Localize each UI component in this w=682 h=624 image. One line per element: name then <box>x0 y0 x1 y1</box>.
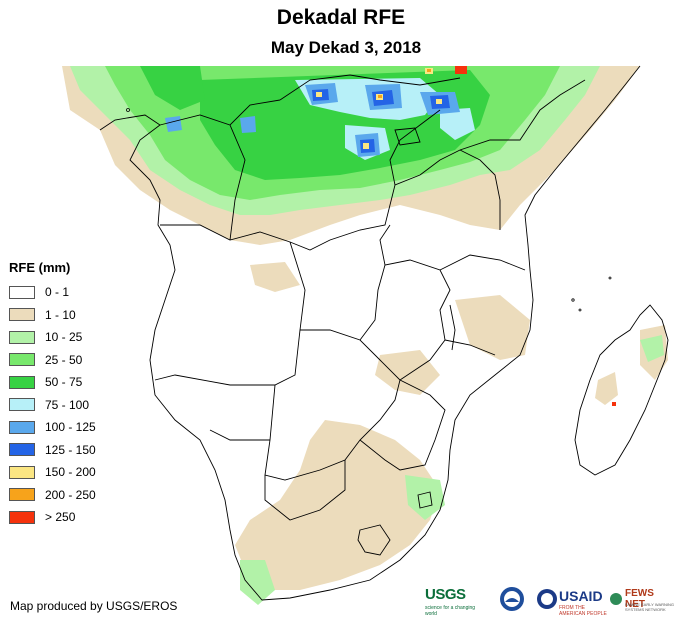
legend-swatch <box>9 488 35 502</box>
madagascar <box>574 304 669 476</box>
rain-200-250 <box>378 69 431 98</box>
legend-label: 1 - 10 <box>45 307 76 322</box>
map-subtitle: May Dekad 3, 2018 <box>270 38 422 57</box>
legend-swatch <box>9 285 35 299</box>
legend-item: 75 - 100 <box>9 394 129 417</box>
fews-net-logo-tagline: FAMINE EARLY WARNING SYSTEMS NETWORK <box>625 602 675 612</box>
usaid-logo: USAID FROM THE AMERICAN PEOPLE <box>537 586 607 617</box>
usgs-logo-tagline: science for a changing world <box>425 605 476 617</box>
legend-label: 125 - 150 <box>45 442 96 457</box>
legend-label: > 250 <box>45 510 76 525</box>
legend-title: RFE (mm) <box>9 260 71 275</box>
noaa-logo-icon <box>499 586 525 614</box>
coastline <box>99 65 641 601</box>
map-credit: Map produced by USGS/EROS <box>10 599 178 613</box>
legend-item: 200 - 250 <box>9 484 129 507</box>
legend-swatch <box>9 330 35 344</box>
legend-item: 150 - 200 <box>9 461 129 484</box>
legend-swatch <box>9 443 35 457</box>
legend-item: 125 - 150 <box>9 439 129 462</box>
legend-item: 25 - 50 <box>9 349 129 372</box>
usgs-logo: USGS science for a changing world <box>425 586 487 617</box>
usaid-logo-tagline: FROM THE AMERICAN PEOPLE <box>559 605 607 617</box>
legend-swatch <box>9 420 35 434</box>
legend-swatch <box>9 353 35 367</box>
legend: RFE (mm) 0 - 1 1 - 10 10 - 25 25 - 50 50 - 7… <box>9 260 129 529</box>
partner-logos: USGS science for a changing world USAID … <box>425 586 675 617</box>
legend-item: 50 - 75 <box>9 371 129 394</box>
rain-over-250 <box>455 66 616 406</box>
legend-item: 100 - 125 <box>9 416 129 439</box>
fews-net-logo: FEWS NET FAMINE EARLY WARNING SYSTEMS NE… <box>609 586 675 614</box>
islands <box>126 108 612 312</box>
legend-item: 0 - 1 <box>9 281 129 304</box>
legend-label: 200 - 250 <box>45 487 96 502</box>
legend-swatch <box>9 510 35 524</box>
legend-label: 0 - 1 <box>45 285 70 300</box>
fews-net-logo-text: FEWS NET <box>625 588 654 610</box>
legend-item: > 250 <box>9 506 129 529</box>
legend-swatch <box>9 465 35 479</box>
legend-swatch <box>9 308 35 322</box>
rainfall-layers <box>62 66 668 605</box>
eswatini-border <box>417 491 433 509</box>
legend-label: 100 - 125 <box>45 420 96 435</box>
legend-label: 25 - 50 <box>45 352 83 367</box>
usgs-logo-text: USGS <box>425 586 466 603</box>
legend-swatch <box>9 398 35 412</box>
legend-swatch <box>9 375 35 389</box>
lesotho-border <box>357 524 391 556</box>
legend-label: 10 - 25 <box>45 330 83 345</box>
legend-label: 50 - 75 <box>45 375 83 390</box>
legend-item: 1 - 10 <box>9 304 129 327</box>
country-borders <box>99 65 641 601</box>
legend-rows: 0 - 1 1 - 10 10 - 25 25 - 50 50 - 75 75 - 100… <box>9 281 129 529</box>
map-title: Dekadal RFE <box>276 6 406 29</box>
legend-item: 10 - 25 <box>9 326 129 349</box>
legend-label: 75 - 100 <box>45 397 90 412</box>
legend-label: 150 - 200 <box>45 465 96 480</box>
usaid-logo-text: USAID <box>559 588 603 604</box>
